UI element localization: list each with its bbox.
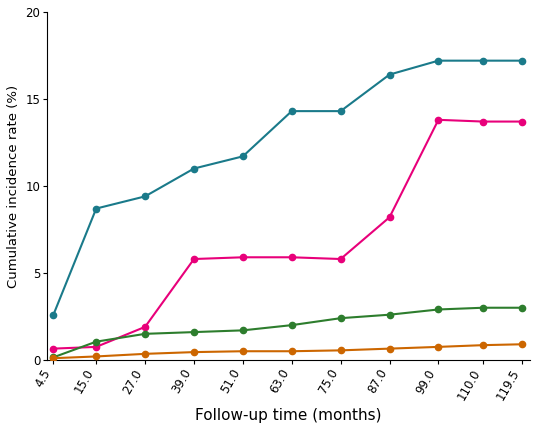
Y-axis label: Cumulative incidence rate (%): Cumulative incidence rate (%) xyxy=(7,84,20,288)
X-axis label: Follow-up time (months): Follow-up time (months) xyxy=(195,408,382,423)
